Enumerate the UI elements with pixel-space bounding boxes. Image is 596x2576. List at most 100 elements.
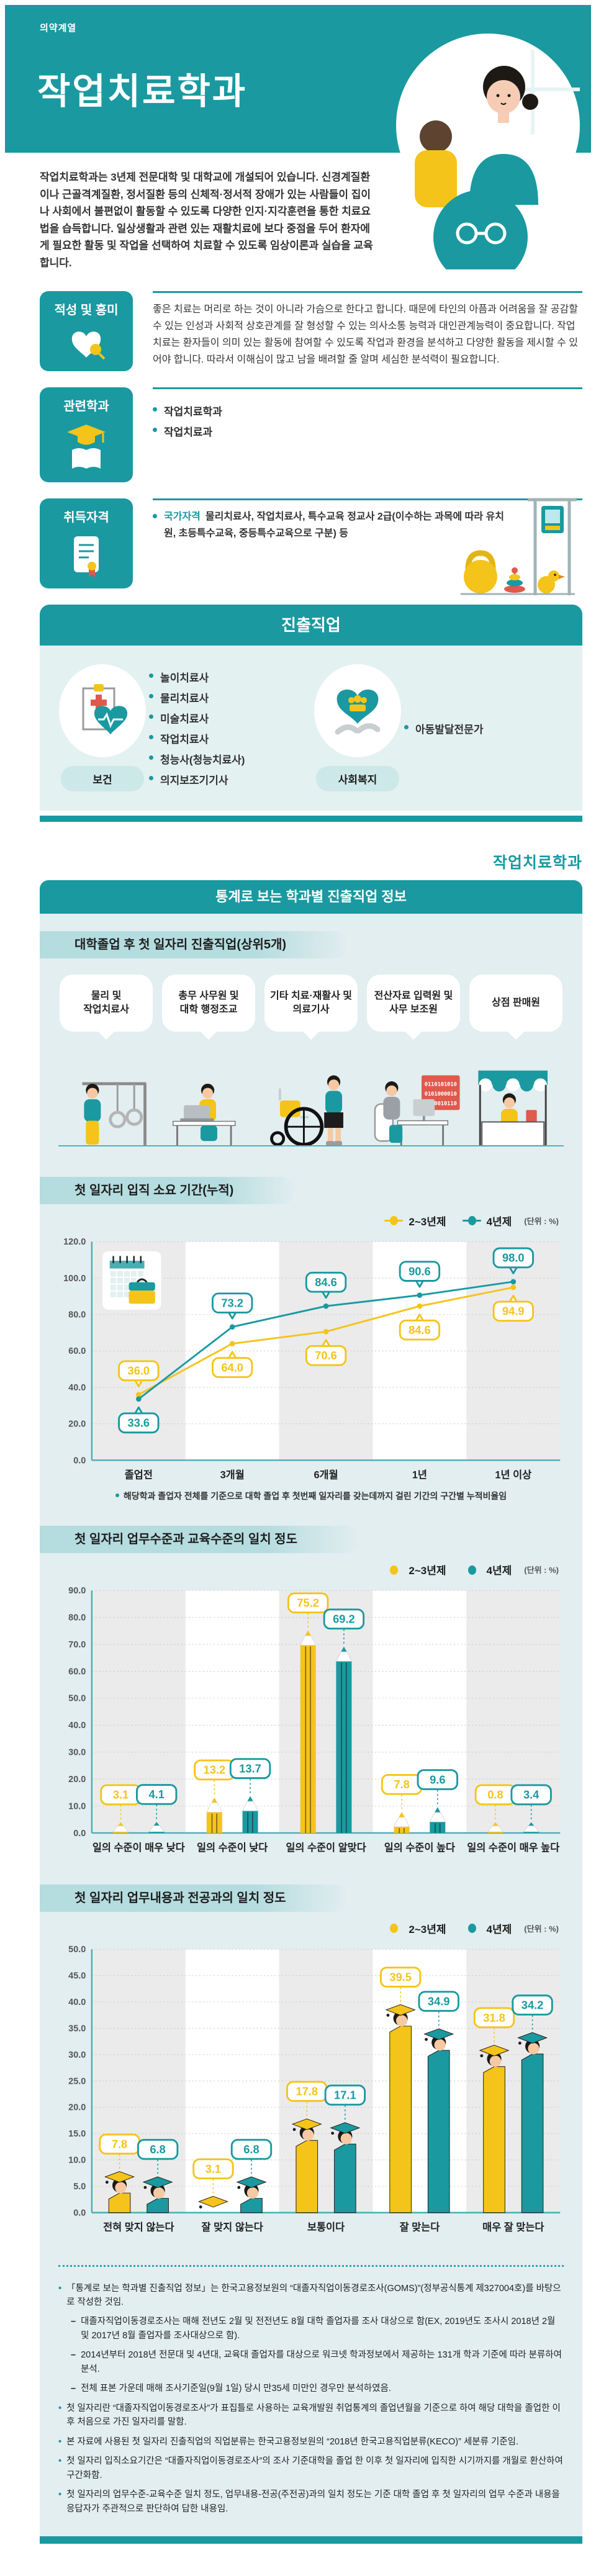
related-label-box: 관련학과 bbox=[40, 387, 133, 483]
svg-text:일의 수준이 매우 낮다: 일의 수준이 매우 낮다 bbox=[93, 1842, 185, 1853]
top-job-bubble: 전산자료 입력원 및 사무 보조원 bbox=[367, 975, 460, 1032]
kettlebell-toy bbox=[464, 550, 497, 594]
svg-text:30.0: 30.0 bbox=[68, 2050, 86, 2060]
unit-label: (단위 : %) bbox=[524, 1924, 559, 1934]
footnote-marker: • bbox=[58, 2436, 62, 2447]
svg-text:20.0: 20.0 bbox=[68, 1419, 86, 1429]
svg-text:100.0: 100.0 bbox=[63, 1273, 86, 1283]
therapist-figure bbox=[469, 66, 538, 205]
legend-dot bbox=[467, 1924, 476, 1934]
svg-text:0110101010: 0110101010 bbox=[425, 1082, 457, 1088]
svg-text:보통이다: 보통이다 bbox=[307, 2222, 345, 2233]
svg-text:70.6: 70.6 bbox=[315, 1349, 337, 1362]
top-job-bubble: 상점 판매원 bbox=[469, 975, 562, 1032]
job-item: 물리치료사 bbox=[149, 690, 245, 705]
svg-text:40.0: 40.0 bbox=[68, 1383, 86, 1393]
related-list: 작업치료학과 작업치료과 bbox=[153, 403, 582, 439]
top-job-bubble: 총무 사무원 및 대학 행정조교 bbox=[162, 975, 255, 1032]
footnote-bullet: • 첫 일자리의 업무수준-교육수준 일치 정도, 업무내용-전공(주전공)과의 … bbox=[58, 2488, 564, 2516]
svg-text:90.6: 90.6 bbox=[409, 1264, 431, 1277]
footnote-text: 본 자료에 사용된 첫 일자리 진출직업의 직업분류는 한국고용정보원의 “20… bbox=[66, 2436, 519, 2447]
svg-text:80.0: 80.0 bbox=[68, 1310, 86, 1320]
svg-text:4.1: 4.1 bbox=[148, 1788, 164, 1801]
stats-panel: 대학졸업 후 첫 일자리 진출직업(상위5개) 물리 및 작업치료사 총무 사무원… bbox=[40, 914, 582, 2537]
svg-text:40.0: 40.0 bbox=[68, 1997, 86, 2007]
svg-text:98.0: 98.0 bbox=[502, 1251, 525, 1264]
svg-text:84.6: 84.6 bbox=[409, 1323, 431, 1336]
legend-label: 4년제 bbox=[486, 1215, 512, 1228]
chart-major-match: 0.0 5.0 10.0 15.0 20.0 25.0 30.0 35.0 40.0 45.0 50… bbox=[58, 1939, 564, 2240]
teal-bottom-bar bbox=[40, 2536, 582, 2544]
svg-text:50.0: 50.0 bbox=[68, 1694, 86, 1704]
svg-text:36.0: 36.0 bbox=[128, 1364, 150, 1377]
child-figure bbox=[415, 120, 457, 207]
scene-data-entry: 0110101010 0101000010 1110010110 bbox=[374, 1075, 460, 1146]
legend-marker bbox=[462, 1215, 481, 1226]
svg-text:70.0: 70.0 bbox=[68, 1640, 86, 1650]
legend-dot bbox=[467, 1565, 476, 1575]
svg-text:25.0: 25.0 bbox=[68, 2076, 86, 2086]
legend-marker bbox=[463, 1923, 481, 1934]
svg-text:39.5: 39.5 bbox=[389, 1970, 412, 1983]
jobs-section: 진출직업 보건 놀이치료사 물리치료사 미술치료사 작업치료사 청능사(청능치료사) 의지보… bbox=[40, 605, 582, 811]
svg-text:1110010110: 1110010110 bbox=[425, 1101, 457, 1107]
top-jobs-section-title: 대학졸업 후 첫 일자리 진출직업(상위5개) bbox=[40, 931, 349, 959]
teal-divider-bar bbox=[40, 816, 582, 822]
chart3-legend: 2~3년제 4년제 (단위 : %) bbox=[58, 1921, 559, 1936]
job-item: 아동발달전문가 bbox=[404, 721, 483, 736]
footer-space bbox=[5, 2544, 591, 2576]
footnote-marker: – bbox=[71, 2317, 76, 2327]
svg-text:15.0: 15.0 bbox=[68, 2129, 86, 2139]
footnote-marker: • bbox=[58, 2403, 62, 2413]
top-jobs-illustration-strip: 0110101010 0101000010 1110010110 bbox=[58, 1050, 564, 1153]
chart1-section-title: 첫 일자리 입직 소요 기간(누적) bbox=[40, 1176, 296, 1204]
job-card-사회복지: 사회복지 아동발달전문가 bbox=[311, 663, 566, 792]
license-title: 취득자격 bbox=[63, 511, 109, 525]
aptitude-content: 좋은 치료는 머리로 하는 것이 아니라 가슴으로 한다고 합니다. 때문에 타… bbox=[153, 291, 582, 371]
aptitude-label-box: 적성 및 흥미 bbox=[40, 291, 133, 372]
svg-text:50.0: 50.0 bbox=[68, 1945, 86, 1955]
scene-therapist-rings bbox=[82, 1082, 147, 1146]
svg-text:6개월: 6개월 bbox=[314, 1469, 338, 1480]
svg-text:3.1: 3.1 bbox=[205, 2162, 221, 2175]
svg-text:31.8: 31.8 bbox=[483, 2011, 505, 2024]
aptitude-body: 좋은 치료는 머리로 하는 것이 아니라 가슴으로 한다고 합니다. 때문에 타… bbox=[153, 304, 578, 365]
job-group-label: 보건 bbox=[61, 765, 144, 791]
page-title: 작업치료학과 bbox=[37, 71, 248, 112]
stacking-rings-toy bbox=[504, 567, 525, 593]
footnote-bullet: • 본 자료에 사용된 첫 일자리 진출직업의 직업분류는 한국고용정보원의 “2… bbox=[58, 2435, 564, 2449]
svg-text:90.0: 90.0 bbox=[68, 1587, 86, 1596]
footnote-dash: –2014년부터 2018년 전문대 및 4년대, 교육대 졸업자를 대상으로 … bbox=[58, 2348, 564, 2376]
intro-paragraph: 작업치료학과는 3년제 전문대학 및 대학교에 개설되어 있습니다. 신경계질환… bbox=[40, 171, 373, 269]
job-icon-circle bbox=[314, 664, 401, 757]
svg-text:64.0: 64.0 bbox=[221, 1361, 243, 1374]
jobs-panel: 보건 놀이치료사 물리치료사 미술치료사 작업치료사 청능사(청능치료사) 의지보조기기사 사… bbox=[40, 646, 582, 811]
calendar-briefcase-icon bbox=[102, 1251, 161, 1310]
chart-svg: 0.0 5.0 10.0 15.0 20.0 25.0 30.0 35.0 40.0 45.0 50… bbox=[68, 1945, 561, 2233]
footnote-text: 첫 일자리란 “대졸자직업이동경로조사”가 표집틀로 사용하는 교육개발원 취업… bbox=[66, 2403, 561, 2428]
footnote-marker: • bbox=[58, 2283, 62, 2294]
baby-gym-illustration bbox=[461, 498, 577, 596]
svg-text:3.4: 3.4 bbox=[523, 1788, 540, 1801]
chart-employment-time: 0.0 20.0 40.0 60.0 80.0 100.0 120.0 졸업전 3개월 6개월 1년… bbox=[58, 1231, 564, 1488]
related-content: 작업치료학과 작업치료과 bbox=[153, 387, 582, 482]
certificate-icon bbox=[74, 536, 99, 578]
svg-text:34.9: 34.9 bbox=[428, 1994, 450, 2007]
svg-text:졸업전: 졸업전 bbox=[125, 1469, 153, 1480]
svg-text:0.0: 0.0 bbox=[73, 2208, 86, 2218]
job-item: 청능사(청능치료사) bbox=[149, 751, 245, 767]
legend-dot bbox=[390, 1565, 399, 1575]
svg-text:17.1: 17.1 bbox=[334, 2088, 356, 2101]
stats-page-title: 작업치료학과 bbox=[492, 854, 582, 872]
unit-label: (단위 : %) bbox=[524, 1565, 559, 1575]
svg-text:일의 수준이 매우 높다: 일의 수준이 매우 높다 bbox=[467, 1842, 559, 1853]
footnote-dash: – 전체 표본 가운데 매해 조사기준일(9월 1일) 당시 만35세 미만인 경… bbox=[58, 2382, 564, 2395]
chart-education-match: 0.0 10.0 20.0 30.0 40.0 50.0 60.0 70.0 80.0 90.0 일… bbox=[58, 1580, 564, 1860]
scene-shop-clerk bbox=[478, 1070, 548, 1147]
svg-text:20.0: 20.0 bbox=[68, 2102, 86, 2112]
legend-item: 2~3년제 bbox=[384, 1213, 446, 1228]
dotted-divider bbox=[58, 2264, 564, 2267]
legend-marker bbox=[384, 1923, 403, 1934]
svg-text:80.0: 80.0 bbox=[68, 1613, 86, 1623]
